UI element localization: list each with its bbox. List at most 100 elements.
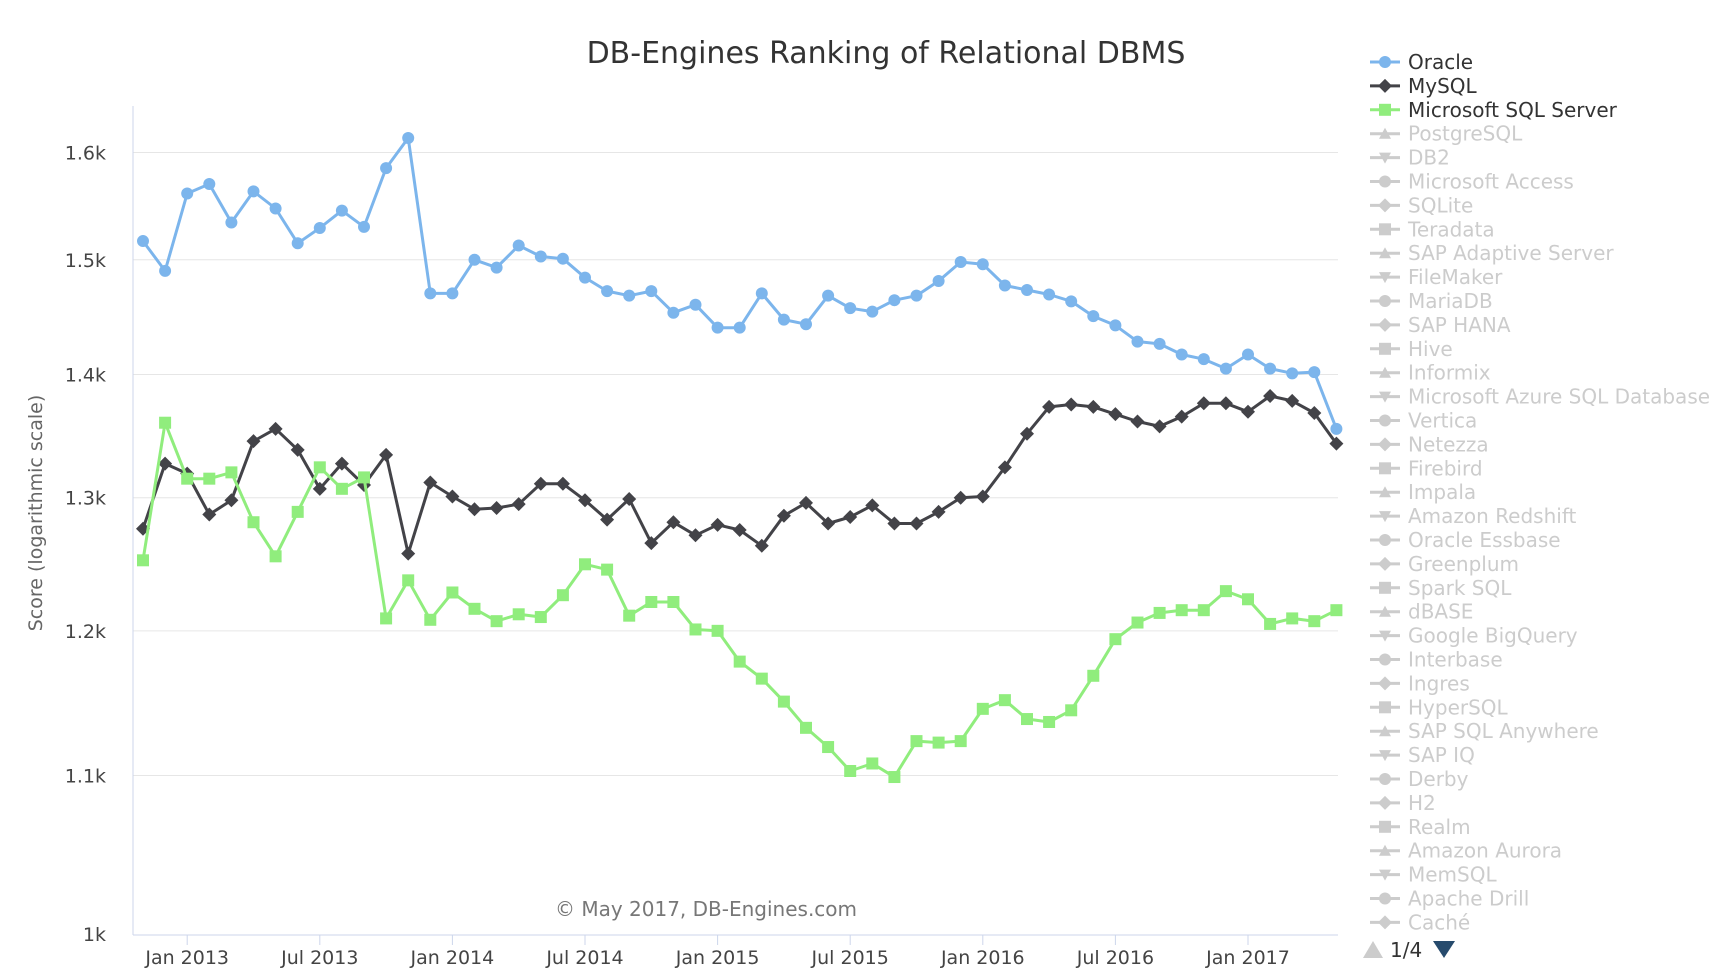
legend-item[interactable]: HyperSQL [1370,695,1509,719]
legend-item[interactable]: Netezza [1370,432,1489,456]
legend-item[interactable]: Amazon Aurora [1370,839,1562,863]
legend-item[interactable]: Spark SQL [1370,576,1512,600]
data-point [291,505,304,518]
legend-item[interactable]: Informix [1370,361,1491,385]
data-point [137,235,149,248]
pager-up-icon[interactable] [1363,941,1383,958]
data-point [269,202,282,215]
legend-item[interactable]: SAP Adaptive Server [1370,241,1614,265]
data-point [335,204,348,217]
legend-marker [1379,725,1391,737]
legend-item[interactable]: DB2 [1370,146,1450,170]
legend-item[interactable]: MySQL [1370,74,1478,98]
data-point [246,434,261,449]
legend-item[interactable]: Google BigQuery [1370,624,1578,648]
legend-item[interactable]: SAP SQL Anywhere [1370,719,1599,743]
legend-item[interactable]: MariaDB [1370,289,1493,313]
data-point [822,289,835,302]
data-point [578,493,592,508]
data-point [512,239,525,252]
data-point [1329,436,1344,451]
data-point [445,489,460,504]
legend-label: Hive [1408,337,1453,361]
legend-marker [1379,272,1391,284]
legend-label: Vertica [1408,409,1477,433]
legend-label: Realm [1408,815,1471,839]
legend-label: Oracle [1408,50,1473,74]
data-point [799,495,813,510]
legend-marker [1379,152,1391,164]
legend-label: Microsoft SQL Server [1408,98,1618,122]
legend-item[interactable]: Impala [1370,480,1476,504]
data-point [777,313,790,326]
legend-label: SAP HANA [1408,313,1511,337]
x-tick-label: Jan 2017 [1205,947,1290,969]
legend-item[interactable]: SQLite [1370,193,1473,217]
legend-item[interactable]: MemSQL [1370,863,1497,887]
legend-label: Interbase [1408,648,1503,672]
pager-down-icon[interactable] [1433,941,1455,958]
data-point [1153,606,1166,619]
legend-marker [1379,486,1391,498]
series-oracle[interactable] [137,132,1343,435]
legend-pager: 1/4 [1363,938,1455,962]
series-microsoft-sql-server[interactable] [137,416,1343,784]
data-point [1130,414,1145,429]
data-point [269,550,282,563]
legend-item[interactable]: Caché [1370,910,1470,934]
legend-marker [1379,701,1391,714]
data-point [1218,396,1233,411]
data-point [358,220,370,233]
legend-label: Spark SQL [1408,576,1512,600]
legend-item[interactable]: Apache Drill [1370,887,1529,911]
legend-item[interactable]: Hive [1370,337,1453,361]
legend-item[interactable]: dBASE [1370,600,1473,624]
legend-item[interactable]: Oracle [1370,50,1473,74]
series-layer [136,132,1344,784]
data-point [800,318,812,331]
legend-item[interactable]: Teradata [1370,217,1495,241]
data-point [866,757,879,770]
data-point [423,475,438,490]
legend-marker [1379,366,1391,378]
legend-label: Ingres [1408,671,1470,695]
y-tick-label: 1.5k [65,250,106,272]
legend-item[interactable]: Vertica [1370,409,1477,433]
legend-marker [1379,820,1391,833]
legend-item[interactable]: SAP IQ [1370,743,1475,767]
data-point [1242,348,1254,361]
legend-item[interactable]: Firebird [1370,456,1483,480]
data-point [645,595,658,608]
legend-label: Derby [1408,767,1469,791]
legend-marker [1379,630,1391,642]
data-point [1286,367,1299,380]
data-point [555,476,570,491]
data-point [623,289,636,302]
legend-item[interactable]: FileMaker [1370,265,1503,289]
legend-item[interactable]: H2 [1370,791,1436,815]
legend-item[interactable]: Microsoft Access [1370,170,1574,194]
legend-label: Informix [1408,361,1491,385]
legend-item[interactable]: Derby [1370,767,1469,791]
legend-item[interactable]: SAP HANA [1370,313,1511,337]
data-point [158,456,173,471]
data-point [579,271,591,284]
data-point [446,586,459,599]
data-point [666,515,681,530]
data-point [512,608,525,621]
legend-item[interactable]: Microsoft Azure SQL Database [1370,385,1710,409]
legend-item[interactable]: PostgreSQL [1370,122,1523,146]
data-point [755,287,768,300]
legend-item[interactable]: Ingres [1370,671,1470,695]
data-point [776,508,791,523]
legend-marker [1379,391,1391,403]
data-point [954,256,967,269]
legend-item[interactable]: Greenplum [1370,552,1519,576]
chart-title: DB-Engines Ranking of Relational DBMS [587,36,1186,71]
legend-item[interactable]: Oracle Essbase [1370,528,1561,552]
legend-item[interactable]: Amazon Redshift [1370,504,1577,528]
legend-item[interactable]: Realm [1370,815,1471,839]
legend-item[interactable]: Interbase [1370,648,1503,672]
data-point [1263,389,1278,404]
legend-item[interactable]: Microsoft SQL Server [1370,98,1618,122]
